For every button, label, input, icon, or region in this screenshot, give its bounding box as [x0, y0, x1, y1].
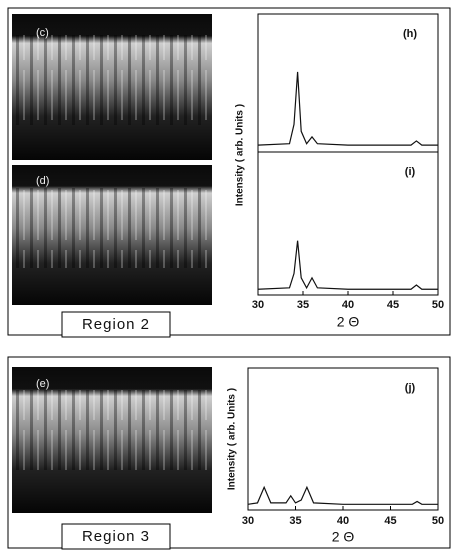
- x-tick-label: 35: [289, 515, 301, 527]
- x-axis-label: 2 Θ: [332, 529, 355, 545]
- region-label: Region 3: [82, 528, 150, 545]
- panel-label: (j): [405, 382, 416, 394]
- x-tick-label: 30: [242, 515, 254, 527]
- xrd-pattern: [257, 71, 438, 146]
- image-label: (c): [36, 27, 49, 39]
- region-frame: [7, 7, 451, 336]
- panel-label: (h): [403, 28, 417, 40]
- region-box: [61, 311, 171, 338]
- x-tick-label: 50: [432, 515, 444, 527]
- xrd-pattern: [247, 485, 438, 505]
- sem-image: [12, 14, 212, 513]
- region-box: [61, 523, 171, 550]
- x-tick-label: 40: [337, 515, 349, 527]
- image-label: (d): [36, 175, 49, 187]
- x-tick-label: 40: [342, 299, 354, 311]
- xrd-pattern: [257, 240, 438, 290]
- x-axis-label: 2 Θ: [337, 314, 360, 330]
- x-tick-label: 35: [297, 299, 309, 311]
- region-frame: [7, 356, 451, 549]
- x-tick-label: 45: [387, 299, 399, 311]
- x-tick-label: 50: [432, 299, 444, 311]
- y-axis-label: Intensity ( arb. Units ): [235, 104, 246, 206]
- region-label: Region 2: [82, 316, 150, 333]
- panel-label: (i): [405, 166, 416, 178]
- x-tick-label: 30: [252, 299, 264, 311]
- y-axis-label: Intensity ( arb. Units ): [227, 388, 238, 490]
- image-label: (e): [36, 378, 49, 390]
- x-tick-label: 45: [384, 515, 396, 527]
